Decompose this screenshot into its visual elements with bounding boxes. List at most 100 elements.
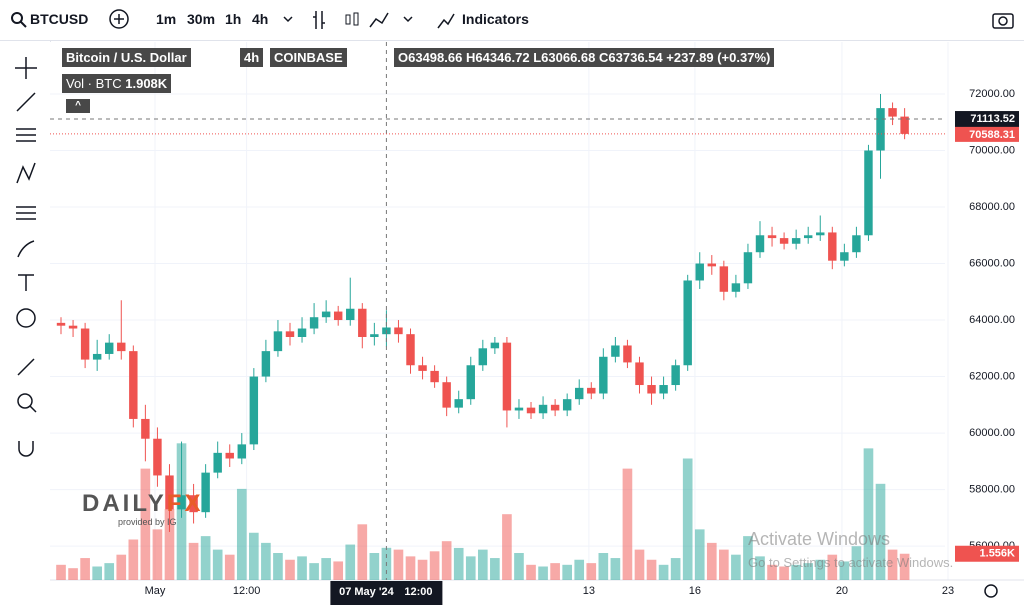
candle-body [141, 418, 150, 439]
y-tick-label: 60000.00 [969, 427, 1015, 439]
candle-body [671, 365, 680, 386]
volume-bar [140, 468, 151, 580]
candle-body [285, 331, 295, 337]
candle-body [201, 472, 210, 513]
candle-body [358, 308, 367, 337]
indicators-icon[interactable] [436, 10, 456, 30]
indicators-button[interactable]: Indicators [462, 11, 529, 27]
legend-volume: Vol · BTC 1.908K [62, 74, 172, 93]
volume-bar [755, 556, 765, 580]
camera-icon[interactable] [992, 10, 1014, 30]
add-icon[interactable] [108, 8, 130, 30]
volume-bar [236, 488, 247, 580]
candle-body [840, 252, 849, 261]
candle-body [430, 370, 439, 383]
candle-body [80, 328, 90, 360]
candle-body [828, 232, 837, 261]
volume-bar [646, 559, 657, 580]
candle-body [755, 235, 765, 253]
symbol[interactable]: BTCUSD [30, 11, 89, 27]
candle-body [105, 342, 114, 354]
volume-bar [128, 539, 139, 580]
volume-bar [538, 566, 548, 580]
volume-bar [441, 541, 452, 580]
candle-body [647, 385, 656, 394]
candle-body [695, 263, 704, 281]
crosshair-time: 12:00 [404, 586, 432, 598]
candle-body [225, 452, 234, 459]
candle-body [900, 116, 909, 134]
volume-bar [164, 509, 175, 580]
candle-body [550, 404, 560, 411]
volume-bar [116, 554, 127, 580]
candle-body [117, 342, 126, 352]
legend-close: C63736.54 [599, 50, 663, 65]
y-tick-label: 66000.00 [969, 257, 1015, 269]
candle-body [466, 365, 475, 400]
candle-body [683, 280, 692, 366]
candle-body [490, 342, 500, 349]
volume-bar [743, 536, 753, 580]
x-tick-label: 16 [689, 585, 701, 597]
candle-body [876, 108, 885, 151]
plot-bg [50, 42, 1024, 607]
x-tick-label: 23 [942, 585, 954, 597]
chart-type-icons[interactable] [280, 9, 420, 31]
last-price: 70588.31 [969, 129, 1015, 141]
candle-body [165, 475, 174, 510]
watermark-a: DAILY [82, 490, 167, 517]
volume-bar [405, 556, 416, 580]
candle-body [321, 311, 331, 318]
x-tick-label: 12:00 [233, 585, 261, 597]
crosshair-time-bg [330, 581, 443, 605]
drawing-toolbar [0, 41, 51, 607]
candle-body [599, 356, 608, 394]
interval[interactable]: 30m [187, 11, 216, 27]
candle-body [249, 376, 259, 445]
legend-name: Bitcoin / U.S. Dollar [62, 48, 191, 67]
interval[interactable]: 1m [156, 11, 177, 27]
volume-bar [899, 553, 910, 580]
watermark: DAILYFX [82, 490, 203, 518]
candle-body [454, 399, 463, 408]
volume-bar [345, 544, 356, 580]
candle-body [153, 438, 162, 476]
volume-name: Vol · BTC [66, 76, 122, 91]
top-toolbar: BTCUSD 1m 30m 1h 4h Indicators [0, 0, 1024, 41]
interval[interactable]: 4h [252, 11, 269, 27]
candle-body [743, 252, 753, 284]
volume-bar [285, 559, 295, 580]
candle-body [791, 238, 801, 244]
crosshair-date: 07 May '24 [339, 586, 394, 598]
candle-body [346, 308, 355, 321]
x-tick-label: May [145, 585, 166, 597]
x-tick-label: 20 [836, 585, 848, 597]
volume-bar [333, 561, 344, 580]
candle-body [852, 235, 861, 253]
activate-title: Activate Windows [748, 529, 891, 549]
candle-body [659, 385, 668, 394]
candle-body [611, 345, 620, 357]
legend-change: +237.89 (+0.37%) [666, 50, 771, 65]
candle-body [502, 342, 512, 411]
collapse-button[interactable]: ^ [66, 99, 90, 113]
volume-bar [791, 564, 801, 580]
volume-bar [706, 542, 717, 580]
candle-body [189, 495, 198, 513]
volume-bar [803, 563, 814, 580]
volume-bar [92, 566, 102, 580]
legend-ohlc: O63498.66 H64346.72 L63066.68 C63736.54 … [394, 48, 775, 67]
search-icon[interactable] [10, 11, 28, 29]
candle-body [635, 362, 644, 386]
candle-body [526, 407, 536, 414]
drawing-tools[interactable] [0, 41, 50, 471]
volume-bar [261, 542, 271, 580]
volume-bar [224, 554, 235, 580]
interval[interactable]: 1h [225, 11, 242, 27]
legend-high: H64346.72 [465, 50, 530, 65]
legend-open: O63498.66 [398, 50, 463, 65]
watermark-sub: provided by IG [118, 517, 177, 527]
candle-body [779, 238, 789, 244]
volume-bar [562, 564, 572, 580]
settings-icon [984, 584, 998, 598]
